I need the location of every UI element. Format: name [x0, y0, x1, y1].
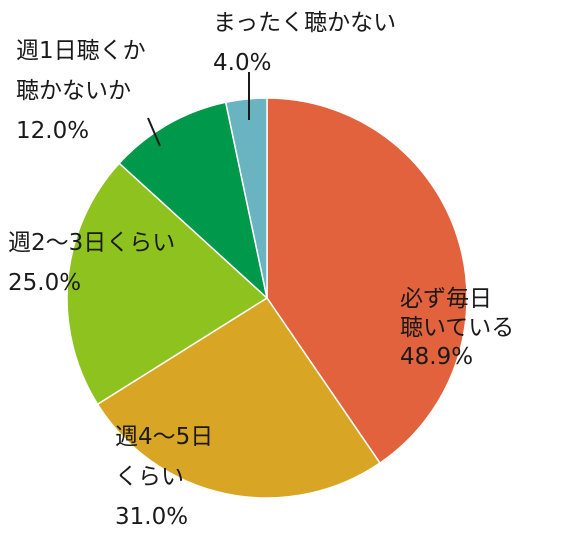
- pie-slices: [66, 97, 468, 499]
- slice-value-label-1: 31.0%: [115, 504, 188, 530]
- pie-slice-2: [66, 162, 269, 406]
- slice-value-label-4: 4.0%: [213, 50, 271, 76]
- slice-label-text-1-0: 週4～5日: [115, 424, 213, 450]
- slice-label-text-4-0: まったく聴かない: [213, 10, 396, 36]
- slice-value-label-2: 25.0%: [8, 270, 81, 296]
- slice-label-2: 週2～3日くらい 25.0%: [8, 230, 175, 296]
- slice-label-text-0-1: 聴いている: [400, 315, 514, 341]
- slice-label-4: まったく聴かない 4.0%: [213, 10, 396, 76]
- slice-label-text-3-0: 週1日聴くか: [16, 38, 146, 64]
- pie-slice-1: [96, 296, 382, 499]
- slice-value-label-0: 48.9%: [400, 344, 473, 370]
- pie-slice-0: [266, 97, 468, 465]
- pie-slice-3: [118, 101, 269, 301]
- slice-label-text-0-0: 必ず毎日: [400, 286, 492, 312]
- slice-label-text-2-0: 週2～3日くらい: [8, 230, 175, 256]
- slice-value-label-3: 12.0%: [16, 118, 89, 144]
- slice-label-text-1-1: くらい: [115, 464, 184, 490]
- leader-lines: [147, 72, 250, 147]
- leader-line-3: [147, 117, 161, 147]
- slice-label-text-3-1: 聴かないか: [16, 78, 131, 104]
- pie-slice-4: [224, 97, 268, 299]
